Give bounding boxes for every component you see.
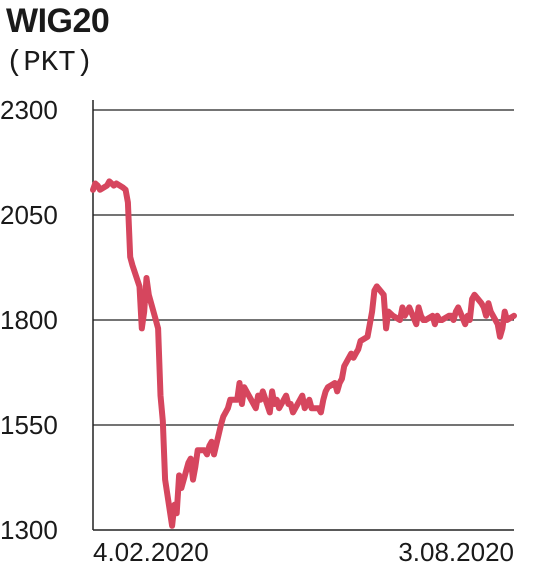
- y-tick-label: 1550: [0, 410, 58, 440]
- chart-unit-label: (PKT): [6, 46, 94, 79]
- y-tick-label: 1800: [0, 305, 58, 335]
- x-tick-label-end: 3.08.2020: [398, 537, 514, 567]
- x-tick-label-start: 4.02.2020: [93, 537, 209, 567]
- series-group: [90, 178, 517, 529]
- chart-title: WIG20: [6, 2, 110, 40]
- series-line-0: [90, 178, 517, 529]
- grid-lines: [93, 109, 514, 426]
- y-tick-label: 1300: [0, 515, 58, 545]
- y-tick-label: 2050: [0, 200, 58, 230]
- y-axis-ticks: 1300 1550 1800 2050 2300: [0, 95, 58, 545]
- x-axis-ticks: 4.02.2020 3.08.2020: [93, 537, 514, 567]
- y-tick-label: 2300: [0, 95, 58, 125]
